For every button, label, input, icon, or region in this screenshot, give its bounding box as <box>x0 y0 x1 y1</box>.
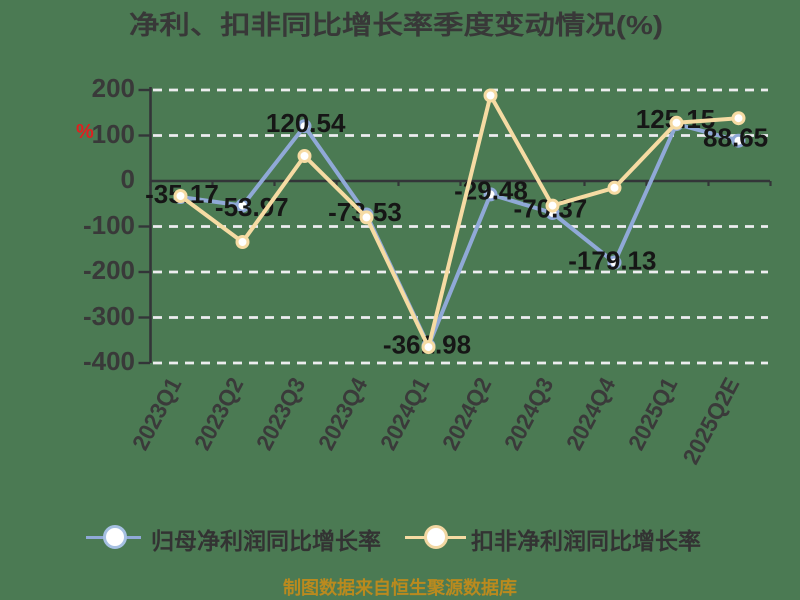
svg-text:88.65: 88.65 <box>703 122 768 152</box>
svg-text:-179.13: -179.13 <box>568 246 656 276</box>
svg-text:120.54: 120.54 <box>266 108 346 138</box>
